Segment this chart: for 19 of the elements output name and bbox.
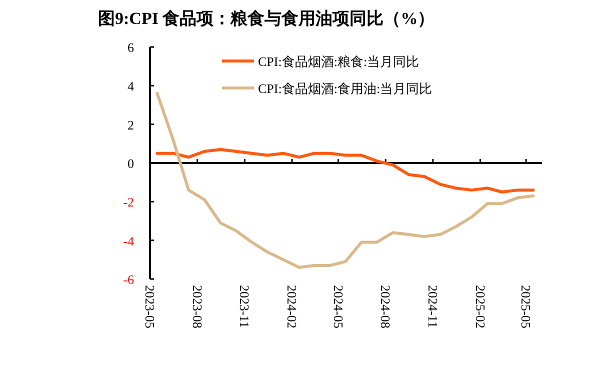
chart-title: 图9:CPI 食品项：粮食与食用油项同比（%）: [98, 9, 435, 28]
x-tick-label: 2023-05: [142, 285, 158, 328]
x-tick-label: 2023-11: [237, 285, 252, 328]
x-tick-label: 2024-05: [330, 285, 346, 328]
y-tick-label: 6: [128, 40, 134, 55]
y-tick-label: -2: [123, 194, 134, 210]
x-tick-label: 2025-02: [472, 285, 488, 328]
y-tick-label: 0: [128, 156, 134, 171]
x-tick-label: 2025-05: [518, 285, 534, 328]
y-tick-label: 4: [128, 78, 134, 94]
x-tick-label: 2024-11: [425, 285, 440, 328]
legend-label: CPI:食品烟酒:粮食:当月同比: [258, 54, 420, 69]
legend-label: CPI:食品烟酒:食用油:当月同比: [258, 81, 432, 96]
y-tick-label: -4: [123, 233, 134, 248]
y-tick-label: 2: [128, 117, 134, 132]
y-tick-label: -6: [123, 272, 134, 287]
x-tick-label: 2023-08: [190, 285, 205, 328]
x-tick-label: 2024-08: [378, 285, 394, 328]
x-tick-label: 2024-02: [284, 285, 300, 328]
